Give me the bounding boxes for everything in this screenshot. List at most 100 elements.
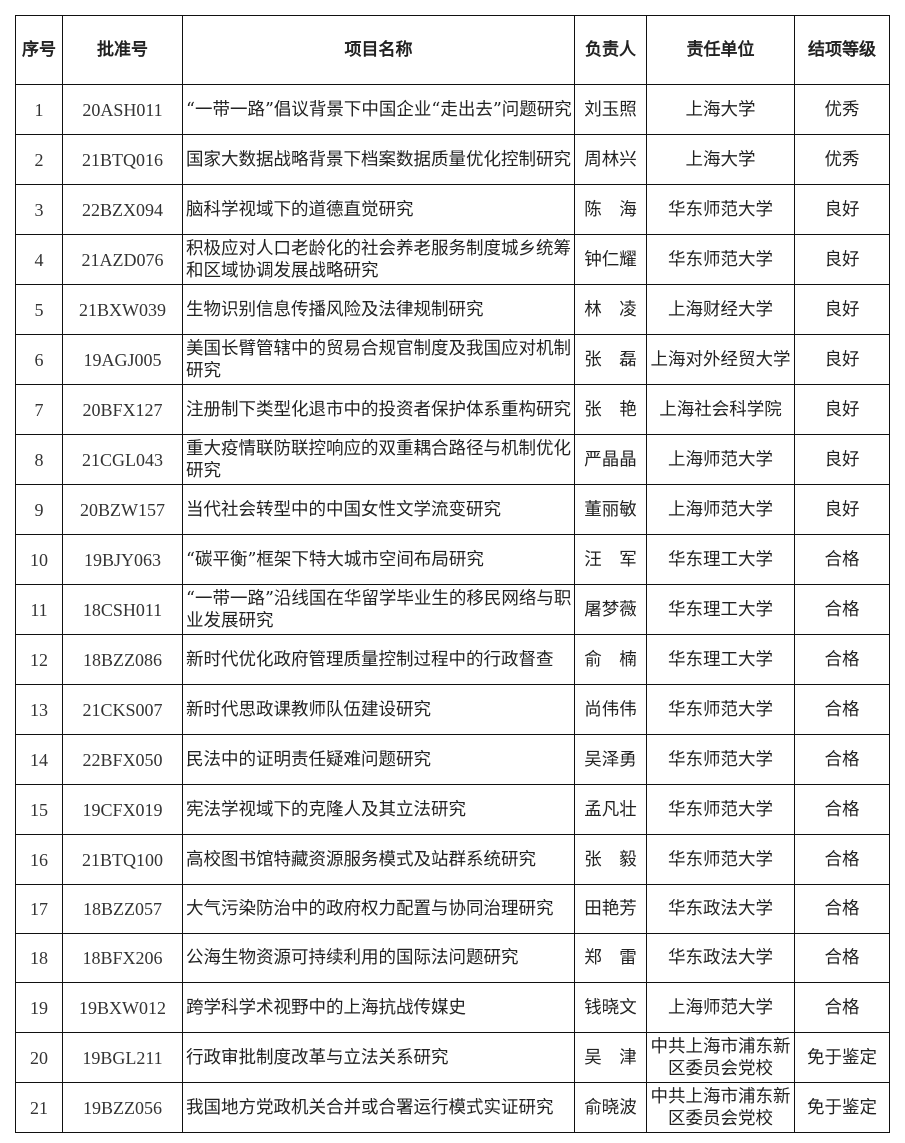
title-text: 当代社会转型中的中国女性文学流变研究 [186,499,501,520]
cell-person: 郑 雷 [574,933,647,983]
cell-unit: 华东师范大学 [646,234,795,285]
cell-unit: 华东理工大学 [646,534,795,585]
cell-no: 5 [15,284,63,335]
table-row: 7 20BFX127 注册制下类型化退市中的投资者保护体系重构研究张 艳上海社会科学… [15,384,890,435]
cell-grade: 合格 [794,933,890,983]
cell-no: 21 [15,1082,63,1133]
title-text: 新时代思政课教师队伍建设研究 [186,699,431,720]
title-text: 公海生物资源可持续利用的国际法问题研究 [186,948,519,968]
table-row: 15 19CFX019 宪法学视域下的克隆人及其立法研究 孟凡壮 华东师范大学 合格 [15,784,890,835]
cell-person: 陈 海 [574,184,647,235]
cell-code: 20BZW157 [62,484,183,535]
cell-grade: 合格 [794,534,890,585]
cell-no: 14 [15,734,63,785]
cell-grade: 良好 [794,434,890,485]
cell-unit: 上海社会科学院 [646,384,795,435]
cell-code: 18BZZ057 [62,884,183,934]
cell-unit: 华东师范大学 [646,684,795,735]
table-row: 13 21CKS007 新时代思政课教师队伍建设研究 尚伟伟 华东师范大学 合格 [15,684,890,735]
cell-no: 17 [15,884,63,934]
cell-unit: 上海财经大学 [646,284,795,335]
cell-title: 国家大数据战略背景下档案数据质量优化控制研究 [182,134,575,185]
header-row: 序号 批准号 项目名称 负责人 责任单位 结项等级 [15,15,890,85]
cell-code: 18BZZ086 [62,634,183,685]
table-row: 2 21BTQ016 国家大数据战略背景下档案数据质量优化控制研究 周林兴 上海大学 优秀 [15,134,890,185]
table-row: 10 19BJY063 “碳平衡”框架下特大城市空间布局研究 汪 军华东理工大学 合格 [15,534,890,585]
cell-code: 21BTQ100 [62,834,183,885]
cell-code: 19BXW012 [62,982,183,1033]
header-no: 序号 [15,15,63,85]
cell-title: 新时代优化政府管理质量控制过程中的行政督查 [182,634,575,685]
cell-person: 尚伟伟 [574,684,647,735]
cell-no: 8 [15,434,63,485]
cell-unit: 华东师范大学 [646,834,795,885]
title-text: 高校图书馆特藏资源服务模式及站群系统研究 [186,849,536,870]
cell-no: 13 [15,684,63,735]
cell-title: 当代社会转型中的中国女性文学流变研究 [182,484,575,535]
cell-person: 田艳芳 [574,884,647,934]
title-text: 重大疫情联防联控响应的双重耦合路径与机制优化研究 [186,438,571,481]
cell-person: 孟凡壮 [574,784,647,835]
cell-grade: 免于鉴定 [794,1082,890,1133]
cell-grade: 良好 [794,334,890,385]
cell-unit: 华东师范大学 [646,734,795,785]
cell-no: 2 [15,134,63,185]
cell-grade: 合格 [794,584,890,635]
cell-code: 20BFX127 [62,384,183,435]
cell-unit: 华东理工大学 [646,634,795,685]
cell-title: 新时代思政课教师队伍建设研究 [182,684,575,735]
cell-person: 钟仁耀 [574,234,647,285]
cell-code: 18BFX206 [62,933,183,983]
cell-person: 董丽敏 [574,484,647,535]
cell-unit: 华东师范大学 [646,184,795,235]
header-grade: 结项等级 [794,15,890,85]
cell-title: 行政审批制度改革与立法关系研究 [182,1032,575,1083]
cell-grade: 良好 [794,184,890,235]
project-table: 序号 批准号 项目名称 负责人 责任单位 结项等级 1 20ASH011 “一带一路… [15,15,890,1133]
cell-code: 20ASH011 [62,84,183,135]
table-row: 12 18BZZ086 新时代优化政府管理质量控制过程中的行政督查俞 楠华东理工大学… [15,634,890,685]
cell-person: 张 毅 [574,834,647,885]
cell-title: 生物识别信息传播风险及法律规制研究 [182,284,575,335]
cell-grade: 合格 [794,784,890,835]
table-row: 19 19BXW012 跨学科学术视野中的上海抗战传媒史 钱晓文 上海师范大学 合格 [15,982,890,1033]
cell-code: 19CFX019 [62,784,183,835]
cell-title: 宪法学视域下的克隆人及其立法研究 [182,784,575,835]
cell-grade: 良好 [794,384,890,435]
cell-unit: 华东政法大学 [646,933,795,983]
cell-grade: 良好 [794,484,890,535]
cell-unit: 上海大学 [646,134,795,185]
table-row: 3 22BZX094 脑科学视域下的道德直觉研究 陈 海华东师范大学 良好 [15,184,890,235]
cell-no: 3 [15,184,63,235]
cell-person: 张 磊 [574,334,647,385]
cell-person: 屠梦薇 [574,584,647,635]
cell-no: 19 [15,982,63,1033]
cell-grade: 优秀 [794,134,890,185]
title-text: 新时代优化政府管理质量控制过程中的行政督查 [186,649,554,670]
table-row: 21 19BZZ056 我国地方党政机关合并或合署运行模式实证研究 俞晓波 中共上海市浦… [15,1082,890,1133]
table-row: 8 21CGL043 重大疫情联防联控响应的双重耦合路径与机制优化研究 严晶晶 上海师范… [15,434,890,485]
table-row: 9 20BZW157 当代社会转型中的中国女性文学流变研究 董丽敏 上海师范大学 良好 [15,484,890,535]
cell-code: 21AZD076 [62,234,183,285]
header-unit: 责任单位 [646,15,795,85]
cell-no: 9 [15,484,63,535]
cell-no: 20 [15,1032,63,1083]
cell-person: 林 凌 [574,284,647,335]
header-person: 负责人 [574,15,647,85]
cell-no: 4 [15,234,63,285]
table-row: 4 21AZD076 积极应对人口老龄化的社会养老服务制度城乡统筹和区域协调发展战略… [15,234,890,285]
cell-title: 我国地方党政机关合并或合署运行模式实证研究 [182,1082,575,1133]
table-row: 17 18BZZ057 大气污染防治中的政府权力配置与协同治理研究 田艳芳 华东政法大学… [15,884,890,934]
title-text: 跨学科学术视野中的上海抗战传媒史 [186,997,466,1018]
cell-grade: 合格 [794,982,890,1033]
cell-unit: 上海对外经贸大学 [646,334,795,385]
cell-no: 15 [15,784,63,835]
table-row: 5 21BXW039 生物识别信息传播风险及法律规制研究 林 凌上海财经大学 良好 [15,284,890,335]
table-row: 20 19BGL211 行政审批制度改革与立法关系研究 吴 津中共上海市浦东新区委员会… [15,1032,890,1083]
cell-no: 11 [15,584,63,635]
cell-person: 钱晓文 [574,982,647,1033]
cell-title: “碳平衡”框架下特大城市空间布局研究 [182,534,575,585]
title-text: 我国地方党政机关合并或合署运行模式实证研究 [186,1097,554,1118]
cell-unit: 华东政法大学 [646,884,795,934]
table-row: 6 19AGJ005 美国长臂管辖中的贸易合规官制度及我国应对机制研究张 磊上海对外… [15,334,890,385]
